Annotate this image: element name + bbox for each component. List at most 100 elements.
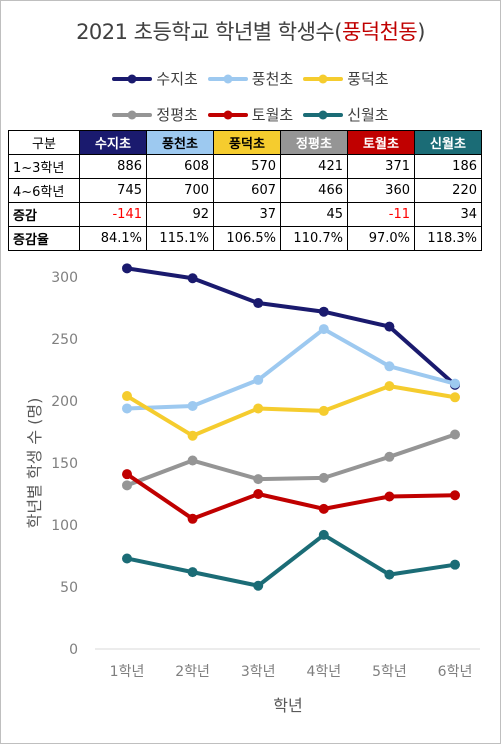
data-point (384, 381, 395, 392)
legend-label: 신월초 (347, 106, 389, 124)
table-cell: -11 (347, 202, 415, 227)
legend-item-1: 풍천초 (207, 68, 293, 89)
table-row: 4~6학년 745 700 607 466 360 220 (8, 178, 482, 203)
data-point (384, 451, 395, 462)
data-point (253, 580, 264, 591)
table-cell: 700 (146, 178, 214, 203)
table-header-5: 신월초 (414, 130, 482, 155)
legend-marker-icon (207, 110, 248, 119)
table-cell: 34 (414, 202, 482, 227)
data-point (384, 491, 395, 502)
legend-item-4: 토월초 (207, 104, 294, 125)
data-point (450, 559, 460, 570)
data-point (318, 306, 329, 317)
legend-label: 정평초 (156, 106, 198, 124)
series-line-2 (125, 384, 457, 438)
legend-row-2: 정평초 토월초 신월초 (0, 104, 501, 125)
table-header-2: 풍덕초 (213, 130, 281, 155)
y-tick-label: 250 (51, 332, 78, 348)
table-cell: 886 (79, 154, 147, 179)
y-tick-label: 100 (51, 518, 78, 534)
x-axis-title: 학년 (273, 696, 302, 715)
legend-marker-icon (303, 110, 344, 119)
y-tick-label: 150 (51, 456, 78, 472)
title-highlight: 풍덕천동 (341, 20, 418, 44)
y-tick-label: 200 (51, 394, 78, 410)
data-point (187, 455, 198, 466)
table-cell: 118.3% (414, 226, 482, 251)
data-point (122, 263, 132, 274)
data-point (318, 472, 329, 483)
legend-item-2: 풍덕초 (303, 68, 389, 89)
data-point (384, 321, 395, 332)
table-cell: 110.7% (280, 226, 348, 251)
table-row: 증감 -141 92 37 45 -11 34 (8, 202, 482, 227)
data-point (122, 391, 132, 402)
data-point (187, 430, 198, 441)
table-header-0: 수지초 (79, 130, 147, 155)
legend-marker-icon (112, 74, 153, 83)
data-point (187, 513, 198, 524)
table-cell: 360 (347, 178, 415, 203)
table-cell: 106.5% (213, 226, 281, 251)
data-point (122, 480, 132, 491)
table-cell: 466 (280, 178, 348, 203)
table-header-4: 토월초 (347, 130, 415, 155)
x-tick-label: 5학년 (372, 664, 407, 680)
chart-title: 2021 초등학교 학년별 학생수(풍덕천동) (0, 16, 501, 46)
y-axis-title: 학년별 학생 수 (명) (25, 398, 44, 529)
series-line-3 (125, 432, 457, 488)
title-text: 2021 초등학교 학년별 학생수( (76, 20, 342, 44)
legend-label: 수지초 (156, 70, 198, 88)
table-row-label: 1~3학년 (8, 154, 80, 179)
data-point (318, 405, 329, 416)
legend-item-0: 수지초 (112, 68, 198, 89)
table-row: 1~3학년 886 608 570 421 371 186 (8, 154, 482, 179)
x-tick-label: 6학년 (438, 664, 473, 680)
legend-item-3: 정평초 (112, 104, 198, 125)
data-point (253, 474, 264, 485)
series-line-4 (125, 472, 457, 521)
data-point (384, 569, 395, 580)
data-point (450, 490, 460, 501)
table-corner: 구분 (8, 130, 80, 155)
table-cell: 97.0% (347, 226, 415, 251)
table-row-label: 4~6학년 (8, 178, 80, 203)
legend-marker-icon (207, 74, 248, 83)
table-cell: 421 (280, 154, 348, 179)
y-tick-label: 50 (60, 580, 78, 596)
data-point (318, 529, 329, 540)
table-cell: 37 (213, 202, 281, 227)
x-tick-label: 2학년 (175, 664, 210, 680)
table-cell: -141 (79, 202, 147, 227)
table-cell: 371 (347, 154, 415, 179)
data-point (253, 374, 264, 385)
table-cell: 608 (146, 154, 214, 179)
data-point (384, 361, 395, 372)
table-cell: 745 (79, 178, 147, 203)
table-cell: 220 (414, 178, 482, 203)
table-cell: 92 (146, 202, 214, 227)
legend-label: 풍덕초 (347, 70, 389, 88)
legend-item-5: 신월초 (303, 104, 389, 125)
data-point (253, 298, 264, 309)
data-point (450, 429, 460, 440)
legend-marker-icon (112, 110, 153, 119)
legend-marker-icon (303, 74, 344, 83)
x-tick-label: 4학년 (306, 664, 341, 680)
data-point (318, 324, 329, 335)
table-row-label: 증감 (8, 202, 80, 227)
table-header-3: 정평초 (280, 130, 348, 155)
data-point (318, 503, 329, 514)
table-header-1: 풍천초 (146, 130, 214, 155)
table-cell: 607 (213, 178, 281, 203)
data-point (122, 403, 132, 414)
series-line-0 (125, 266, 457, 387)
y-tick-label: 0 (69, 642, 78, 658)
data-point (122, 553, 132, 564)
x-tick-label: 3학년 (241, 664, 276, 680)
legend-label: 토월초 (251, 106, 294, 124)
data-point (253, 489, 264, 499)
data-point (253, 403, 264, 414)
